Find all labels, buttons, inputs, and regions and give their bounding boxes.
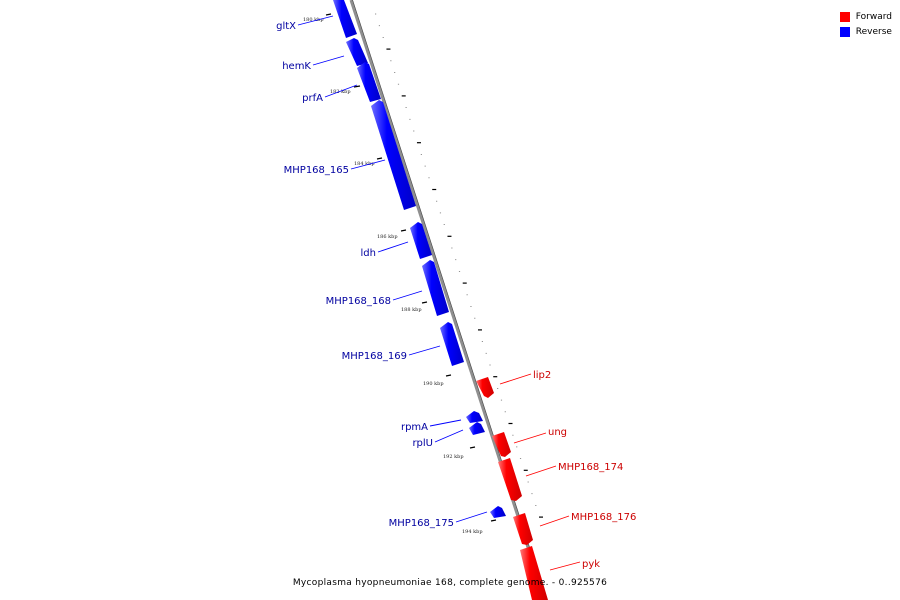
gene-ung[interactable] xyxy=(492,432,511,457)
forward-swatch xyxy=(839,11,850,22)
legend-reverse: Reverse xyxy=(839,24,892,39)
tick-mark xyxy=(421,301,428,304)
gene-label: MHP168_174 xyxy=(558,462,623,473)
gene-MHP168_175[interactable] xyxy=(490,506,506,518)
forward-genes xyxy=(476,377,548,600)
tick-mark xyxy=(400,229,407,232)
gene-lip2[interactable] xyxy=(476,377,494,398)
gene-MHP168_169[interactable] xyxy=(440,322,464,366)
tick-mark xyxy=(490,519,497,522)
gene-gltX[interactable] xyxy=(333,0,357,38)
tick-label: 182 kbp xyxy=(330,89,351,95)
gene-label: gltX xyxy=(276,21,296,32)
tick-label: 188 kbp xyxy=(401,307,422,313)
gene-MHP168_168[interactable] xyxy=(422,260,449,316)
gene-labels: gltX hemK prfA MHP168_165 ldh MHP168_168… xyxy=(276,21,636,570)
label-leaders xyxy=(297,15,581,571)
gene-MHP168_165[interactable] xyxy=(371,100,416,210)
map-caption: Mycoplasma hyopneumoniae 168, complete g… xyxy=(292,578,608,588)
tick-label: 184 kbp xyxy=(354,161,375,167)
gene-prfA[interactable] xyxy=(357,62,381,102)
gene-label: MHP168_175 xyxy=(389,518,454,529)
gene-label: rplU xyxy=(412,438,433,449)
tick-label: 192 kbp xyxy=(443,454,464,460)
tick-label: 190 kbp xyxy=(423,381,444,387)
tick-mark xyxy=(445,374,452,377)
gene-label: MHP168_165 xyxy=(284,165,349,176)
gene-pyk[interactable] xyxy=(520,546,548,600)
gene-MHP168_174[interactable] xyxy=(498,458,522,501)
legend-reverse-label: Reverse xyxy=(855,26,892,37)
legend-forward: Forward xyxy=(839,9,892,24)
gene-ldh[interactable] xyxy=(410,222,432,259)
gene-label: pyk xyxy=(582,559,600,570)
reverse-genes xyxy=(333,0,506,518)
gene-label: prfA xyxy=(302,93,323,104)
gene-rpmA[interactable] xyxy=(466,411,483,423)
gene-hemK[interactable] xyxy=(346,38,368,66)
gene-label: hemK xyxy=(282,61,311,72)
gene-MHP168_176[interactable] xyxy=(513,513,533,545)
gene-label: MHP168_176 xyxy=(571,512,636,523)
tick-label: 180 kbp xyxy=(303,17,324,23)
scale-track xyxy=(375,13,544,518)
gene-label: rpmA xyxy=(401,422,428,433)
scale-ticks: 180 kbp 182 kbp 184 kbp 186 kbp 188 kbp … xyxy=(303,13,497,535)
gene-label: MHP168_169 xyxy=(342,351,407,362)
gene-label: ung xyxy=(548,427,567,438)
tick-label: 194 kbp xyxy=(462,529,483,535)
tick-mark xyxy=(469,446,476,449)
gene-label: lip2 xyxy=(533,370,551,381)
gene-label: MHP168_168 xyxy=(326,296,391,307)
tick-mark xyxy=(376,157,383,160)
gene-rplU[interactable] xyxy=(469,422,485,435)
gene-label: ldh xyxy=(361,248,376,259)
tick-mark xyxy=(325,13,332,16)
legend-forward-label: Forward xyxy=(855,11,892,22)
tick-mark xyxy=(353,85,361,88)
reverse-swatch xyxy=(839,26,850,37)
legend: Forward Reverse xyxy=(839,9,892,39)
tick-label: 186 kbp xyxy=(377,234,398,240)
